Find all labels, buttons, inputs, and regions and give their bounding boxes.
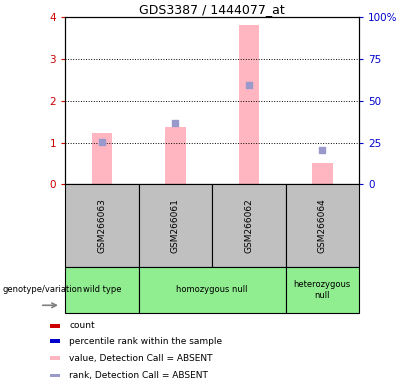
Bar (50, 324, 60, 328)
Bar (50, 374, 60, 377)
Bar (50, 339, 60, 343)
Text: homozygous null: homozygous null (176, 285, 248, 295)
Text: genotype/variation: genotype/variation (2, 285, 82, 294)
Bar (139, 267, 286, 313)
Text: GSM266063: GSM266063 (97, 198, 106, 253)
Bar (65, 184, 139, 267)
Text: rank, Detection Call = ABSENT: rank, Detection Call = ABSENT (69, 371, 208, 380)
Bar (50, 356, 60, 360)
Bar (312, 162, 333, 184)
Point (245, 82, 252, 88)
Bar (165, 127, 186, 184)
Text: wild type: wild type (83, 285, 121, 295)
Text: percentile rank within the sample: percentile rank within the sample (69, 337, 223, 346)
Text: value, Detection Call = ABSENT: value, Detection Call = ABSENT (69, 354, 213, 363)
Bar (286, 267, 359, 313)
Bar (65, 267, 139, 313)
Bar (212, 184, 286, 267)
Bar (92, 133, 112, 184)
Text: GSM266062: GSM266062 (244, 198, 253, 253)
Text: GSM266061: GSM266061 (171, 198, 180, 253)
Text: count: count (69, 321, 95, 330)
Point (319, 147, 326, 153)
Text: GSM266064: GSM266064 (318, 198, 327, 253)
Point (172, 119, 179, 126)
Bar (286, 184, 359, 267)
Text: heterozygous
null: heterozygous null (294, 280, 351, 300)
Bar (139, 184, 212, 267)
Title: GDS3387 / 1444077_at: GDS3387 / 1444077_at (139, 3, 285, 16)
Bar (239, 25, 259, 184)
Point (98, 139, 105, 145)
